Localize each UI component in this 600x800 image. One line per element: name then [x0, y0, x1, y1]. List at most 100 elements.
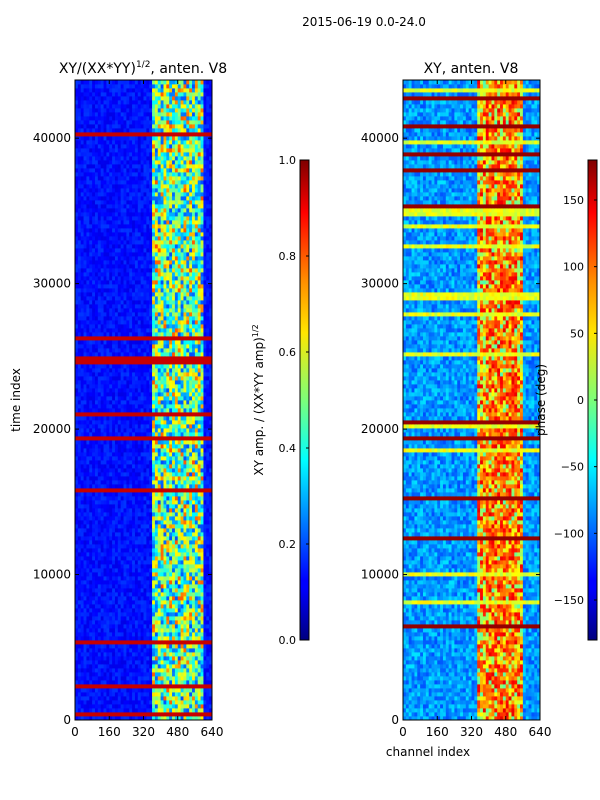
- heatmap-cell: [80, 416, 84, 421]
- heatmap-cell: [103, 368, 107, 373]
- heatmap-cell: [80, 708, 84, 713]
- heatmap-cell: [174, 416, 179, 421]
- heatmap-cell: [154, 608, 159, 613]
- heatmap-cell: [83, 324, 87, 329]
- heatmap-cell: [166, 644, 170, 649]
- heatmap-cell: [137, 596, 142, 601]
- heatmap-cell: [114, 536, 119, 541]
- heatmap-cell: [160, 524, 164, 529]
- heatmap-cell: [109, 572, 113, 577]
- heatmap-cell: [126, 708, 130, 713]
- heatmap-cell: [149, 376, 153, 381]
- heatmap-cell: [172, 560, 176, 565]
- heatmap-cell: [149, 508, 153, 513]
- heatmap-cell: [129, 548, 133, 553]
- heatmap-cell: [163, 372, 167, 377]
- heatmap-cell: [169, 596, 173, 601]
- heatmap-cell: [89, 436, 93, 441]
- heatmap-cell: [206, 624, 210, 629]
- heatmap-cell: [160, 432, 164, 437]
- heatmap-cell: [117, 524, 122, 529]
- heatmap-cell: [89, 644, 93, 649]
- heatmap-cell: [157, 392, 162, 397]
- heatmap-cell: [80, 352, 84, 357]
- heatmap-cell: [137, 476, 142, 481]
- heatmap-cell: [97, 348, 102, 353]
- heatmap-cell: [172, 548, 176, 553]
- heatmap-cell: [197, 472, 201, 477]
- heatmap-cell: [209, 408, 213, 413]
- heatmap-cell: [106, 396, 110, 401]
- heatmap-cell: [163, 484, 167, 489]
- heatmap-cell: [103, 320, 107, 325]
- heatmap-cell: [89, 484, 93, 489]
- heatmap-cell: [123, 308, 127, 313]
- heatmap-cell: [194, 432, 199, 437]
- heatmap-cell: [86, 688, 90, 693]
- heatmap-cell: [112, 460, 116, 465]
- heatmap-cell: [75, 676, 79, 681]
- heatmap-cell: [129, 632, 133, 637]
- heatmap-cell: [180, 648, 184, 653]
- heatmap-cell: [152, 372, 156, 377]
- heatmap-cell: [149, 516, 153, 521]
- heatmap-cell: [134, 440, 139, 445]
- heatmap-cell: [209, 404, 213, 409]
- heatmap-cell: [146, 424, 150, 429]
- heatmap-cell: [77, 404, 82, 409]
- heatmap-cell: [169, 652, 173, 657]
- heatmap-cell: [200, 324, 204, 329]
- heatmap-cell: [172, 504, 176, 509]
- heatmap-cell: [114, 504, 119, 509]
- heatmap-cell: [134, 636, 139, 641]
- heatmap-cell: [160, 388, 164, 393]
- heatmap-cell: [140, 612, 144, 617]
- heatmap-cell: [146, 316, 150, 321]
- heatmap-cell: [137, 352, 142, 357]
- heatmap-cell: [163, 360, 167, 365]
- heatmap-cell: [152, 412, 156, 417]
- heatmap-cell: [189, 608, 193, 613]
- heatmap-cell: [109, 576, 113, 581]
- heatmap-cell: [132, 552, 136, 557]
- heatmap-cell: [97, 396, 102, 401]
- heatmap-cell: [83, 640, 87, 645]
- heatmap-cell: [134, 572, 139, 577]
- heatmap-cell: [169, 684, 173, 689]
- heatmap-cell: [143, 552, 147, 557]
- heatmap-cell: [134, 324, 139, 329]
- heatmap-cell: [163, 504, 167, 509]
- heatmap-cell: [117, 344, 122, 349]
- heatmap-cell: [177, 596, 181, 601]
- heatmap-cell: [177, 516, 181, 521]
- heatmap-cell: [143, 520, 147, 525]
- heatmap-cell: [97, 652, 102, 657]
- heatmap-cell: [169, 716, 173, 721]
- heatmap-cell: [149, 340, 153, 345]
- heatmap-cell: [100, 312, 104, 317]
- heatmap-cell: [146, 576, 150, 581]
- heatmap-cell: [97, 552, 102, 557]
- heatmap-cell: [154, 548, 159, 553]
- heatmap-cell: [137, 460, 142, 465]
- heatmap-cell: [154, 516, 159, 521]
- heatmap-cell: [192, 488, 196, 493]
- heatmap-cell: [140, 680, 144, 685]
- heatmap-cell: [106, 656, 110, 661]
- heatmap-cell: [174, 528, 179, 533]
- heatmap-cell: [209, 364, 213, 369]
- heatmap-cell: [80, 592, 84, 597]
- heatmap-cell: [86, 484, 90, 489]
- heatmap-cell: [94, 700, 99, 705]
- heatmap-cell: [200, 400, 204, 405]
- heatmap-cell: [183, 412, 187, 417]
- heatmap-cell: [183, 568, 187, 573]
- heatmap-cell: [192, 396, 196, 401]
- heatmap-cell: [177, 368, 181, 373]
- heatmap-cell: [92, 372, 96, 377]
- heatmap-cell: [209, 352, 213, 357]
- heatmap-cell: [120, 700, 124, 705]
- heatmap-cell: [143, 664, 147, 669]
- heatmap-cell: [206, 420, 210, 425]
- heatmap-cell: [163, 548, 167, 553]
